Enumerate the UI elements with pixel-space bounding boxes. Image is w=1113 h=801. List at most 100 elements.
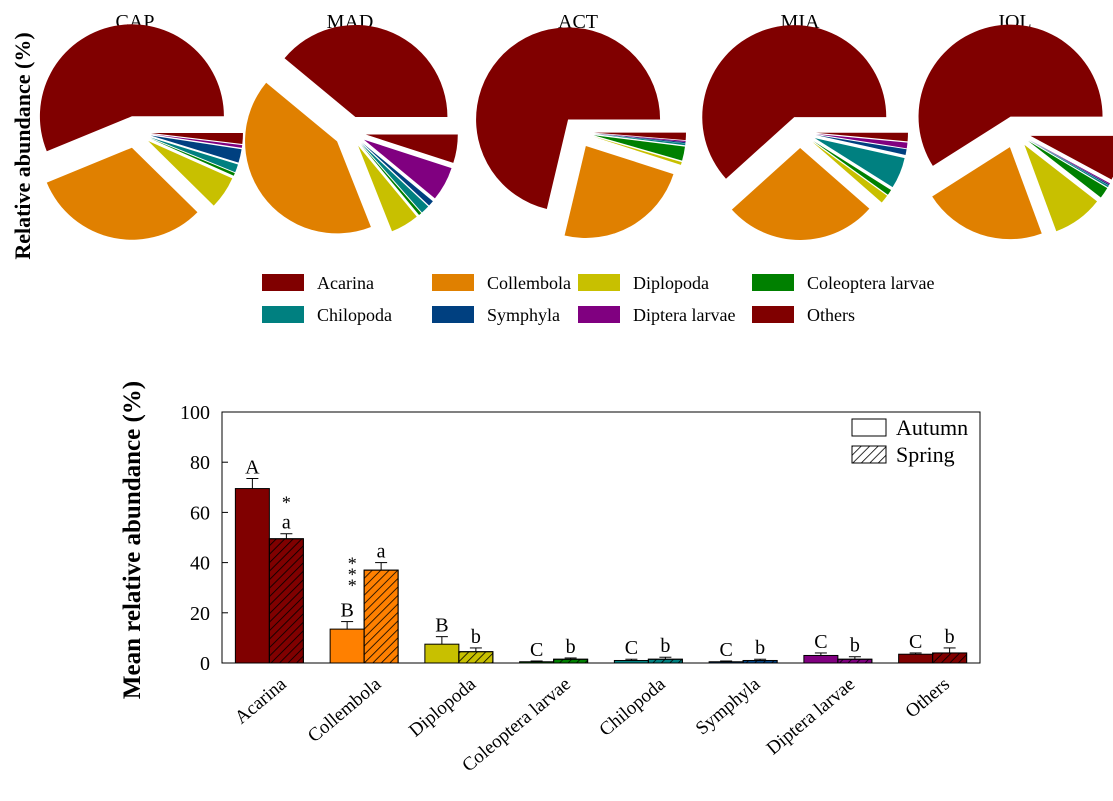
legend-label: Symphyla (487, 305, 560, 325)
pie-slice-diptera-larvae (593, 133, 686, 142)
pie-slice-diplopoda (593, 136, 682, 165)
legend-label: Spring (896, 442, 955, 467)
pie-slice-collembola (245, 82, 371, 234)
letter-autumn: B (340, 600, 353, 622)
legend-item-chilopoda: Chilopoda (262, 305, 392, 325)
pie-panel-ylabel: Relative abundance (%) (10, 32, 35, 259)
y-tick-label: 0 (200, 653, 210, 675)
letter-autumn: C (909, 631, 922, 653)
legend-label: Others (807, 305, 855, 325)
letter-autumn: C (625, 637, 638, 659)
letter-spring: b (945, 626, 955, 648)
legend-label: Acarina (317, 273, 374, 293)
pie-slice-acarina (284, 24, 448, 117)
pie-act: ACT (476, 11, 686, 238)
letter-spring: b (566, 636, 576, 658)
letter-spring: a (282, 512, 291, 534)
bar-hatch-spring (647, 658, 683, 664)
legend-swatch (578, 274, 620, 291)
x-tick-label: Collembola (304, 673, 386, 746)
bar-group-collembola: Ba *** (329, 541, 399, 664)
pie-slice-chilopoda (1028, 140, 1109, 188)
pie-slice-chilopoda (361, 143, 429, 213)
bar-group-acarina: Aa* (234, 457, 304, 664)
pie-slice-symphyla (593, 133, 686, 144)
legend-swatch (432, 274, 474, 291)
bar-hatch-spring (268, 538, 304, 664)
pie-slice-acarina (918, 24, 1103, 166)
x-tick-label: Chilopoda (595, 673, 670, 740)
letter-autumn: A (245, 457, 260, 479)
y-tick-label: 60 (190, 502, 210, 524)
bar-hatch-spring (932, 652, 968, 664)
pie-slice-diptera-larvae (364, 139, 452, 199)
pie-slice-others (365, 134, 458, 163)
significance-star: * (348, 554, 357, 574)
bar-hatch-spring (553, 658, 589, 664)
letter-spring: b (850, 635, 860, 657)
pie-slice-diplopoda (1024, 144, 1098, 232)
pie-slice-others (1030, 135, 1113, 180)
significance-star: * (282, 493, 291, 513)
legend-item-autumn: Autumn (851, 415, 968, 440)
pie-slice-coleoptera-larvae (1028, 141, 1108, 198)
pie-slice-symphyla (1028, 139, 1110, 186)
legend-swatch (262, 306, 304, 323)
pie-slice-diplopoda (148, 141, 233, 206)
legend-swatch (851, 418, 887, 437)
legend-label: Diptera larvae (633, 305, 735, 325)
letter-autumn: C (530, 639, 543, 661)
significance-star: * (348, 576, 357, 596)
x-tick-label: Symphyla (692, 673, 765, 739)
pie-slice-chilopoda (814, 138, 905, 188)
bar-hatch-spring (837, 658, 873, 664)
bar-group-diplopoda: Bb (424, 615, 494, 664)
pie-slice-coleoptera-larvae (360, 144, 422, 216)
legend-swatch (578, 306, 620, 323)
bar-hatch-spring (742, 659, 778, 664)
pie-slice-symphyla (362, 142, 433, 206)
legend-label: Chilopoda (317, 305, 392, 325)
y-tick-label: 40 (190, 553, 210, 575)
bar-hatch-spring (363, 569, 399, 664)
bar-autumn (803, 654, 839, 664)
pie-slice-symphyla (815, 134, 907, 155)
letter-spring: a (377, 541, 386, 563)
pie-legend: Acarina Collembola Diplopoda Coleoptera lar… (262, 273, 934, 325)
y-tick-label: 20 (190, 603, 210, 625)
letter-spring: b (755, 637, 765, 659)
pie-slice-acarina (702, 25, 887, 179)
pie-slice-diptera-larvae (815, 133, 908, 149)
pie-group: CAP MAD ACT MIA IOL (39, 11, 1113, 240)
pie-slice-diplopoda (358, 145, 417, 232)
x-tick-label: Acarina (231, 673, 291, 728)
pie-slice-coleoptera-larvae (149, 138, 235, 176)
pie-slice-diptera-larvae (1029, 139, 1111, 185)
bar-autumn (329, 628, 365, 664)
legend-item-others: Others (752, 305, 855, 325)
bar-autumn (708, 661, 744, 664)
pie-mad: MAD (245, 11, 458, 234)
letter-spring: b (660, 635, 670, 657)
legend-item-spring: Spring (851, 442, 955, 467)
legend-label: Coleoptera larvae (807, 273, 934, 293)
x-tick-label: Diptera larvae (763, 674, 859, 760)
significance-star: * (348, 565, 357, 585)
y-tick-label: 100 (180, 402, 210, 424)
letter-spring: b (471, 626, 481, 648)
letter-autumn: C (719, 639, 732, 661)
pie-slice-others (815, 132, 908, 142)
letter-autumn: B (435, 615, 448, 637)
pie-slice-collembola (731, 147, 870, 240)
pie-slice-diptera-larvae (150, 134, 243, 148)
x-tick-label: Others (902, 674, 954, 723)
pie-slice-coleoptera-larvae (813, 140, 892, 195)
pie-slice-symphyla (150, 135, 242, 163)
pie-slice-chilopoda (150, 137, 238, 173)
y-tick-label: 80 (190, 452, 210, 474)
pie-slice-chilopoda (593, 133, 686, 146)
